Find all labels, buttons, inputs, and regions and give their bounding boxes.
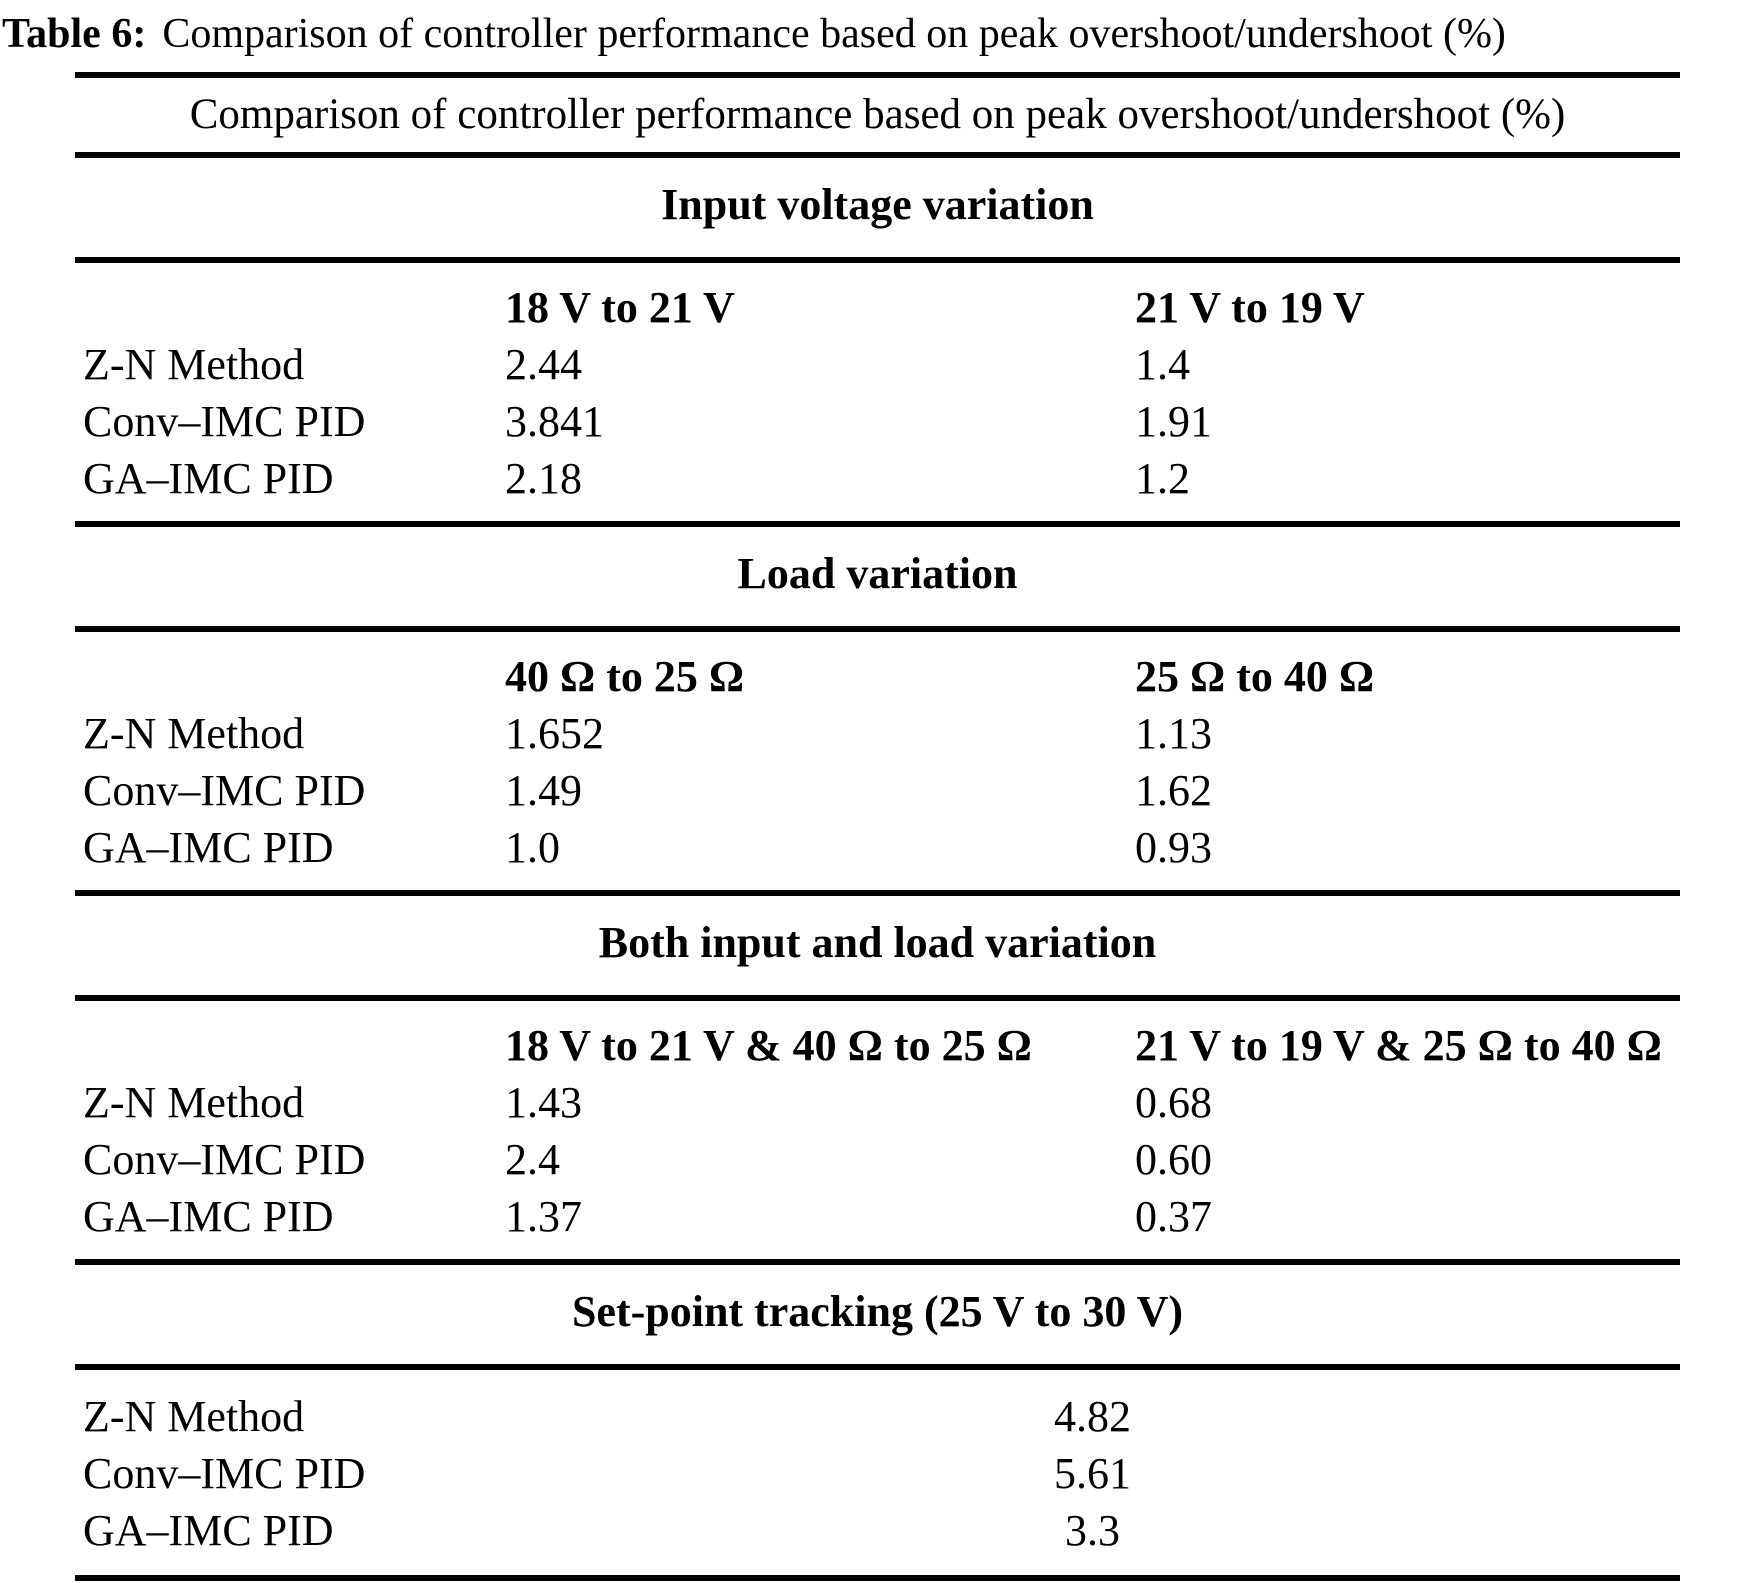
value-cell: 0.93 (1135, 823, 1212, 872)
column-header: 25 Ω to 40 Ω (1135, 652, 1375, 701)
row-label-spacer (83, 279, 505, 336)
column-header-row: 18 V to 21 V 21 V to 19 V (83, 279, 1680, 336)
value-cell: 1.91 (1135, 397, 1212, 446)
value-cell: 1.652 (505, 709, 604, 758)
table-rule (75, 626, 1680, 632)
column-header: 18 V to 21 V (505, 283, 735, 332)
row-label: Conv–IMC PID (83, 1449, 366, 1498)
value-cell: 1.49 (505, 766, 582, 815)
value-cell: 0.68 (1135, 1078, 1212, 1127)
row-label: Z-N Method (83, 709, 305, 758)
table-rule (75, 257, 1680, 263)
value-cell: 1.43 (505, 1078, 582, 1127)
table-row: Z-N Method 4.82 (83, 1388, 1680, 1445)
section-body-input-voltage: 18 V to 21 V 21 V to 19 V Z-N Method 2.4… (75, 263, 1680, 521)
section-heading-input-voltage: Input voltage variation (661, 180, 1094, 229)
row-label: Z-N Method (83, 340, 305, 389)
table-rule (75, 152, 1680, 158)
table-rule (75, 1364, 1680, 1370)
row-label: GA–IMC PID (83, 1506, 334, 1555)
value-cell: 5.61 (1054, 1449, 1131, 1498)
table-row: GA–IMC PID 2.18 1.2 (83, 450, 1680, 507)
section-body-both: 18 V to 21 V & 40 Ω to 25 Ω 21 V to 19 V… (75, 1001, 1680, 1259)
row-label: Conv–IMC PID (83, 397, 366, 446)
table-row: GA–IMC PID 1.0 0.93 (83, 819, 1680, 876)
table-rule (75, 521, 1680, 527)
table-rule (75, 995, 1680, 1001)
section-heading-both: Both input and load variation (598, 918, 1157, 967)
row-label: GA–IMC PID (83, 823, 334, 872)
column-header-row: 40 Ω to 25 Ω 25 Ω to 40 Ω (83, 648, 1680, 705)
table-caption: Table 6: Comparison of controller perform… (0, 0, 1750, 62)
column-header: 21 V to 19 V & 25 Ω to 40 Ω (1135, 1021, 1662, 1070)
table-caption-label: Table 6: (2, 11, 147, 57)
value-cell: 1.62 (1135, 766, 1212, 815)
table-row: Conv–IMC PID 2.4 0.60 (83, 1131, 1680, 1188)
row-label: Z-N Method (83, 1392, 305, 1441)
row-label-spacer (83, 1017, 505, 1074)
table-rule (75, 890, 1680, 896)
table-row: Z-N Method 1.652 1.13 (83, 705, 1680, 762)
row-label: GA–IMC PID (83, 454, 334, 503)
section-heading-load: Load variation (737, 549, 1018, 598)
value-cell: 3.3 (1065, 1506, 1120, 1555)
section-body-load: 40 Ω to 25 Ω 25 Ω to 40 Ω Z-N Method 1.6… (75, 632, 1680, 890)
row-label-spacer (83, 648, 505, 705)
table-row: Conv–IMC PID 5.61 (83, 1445, 1680, 1502)
value-cell: 1.0 (505, 823, 560, 872)
row-label: Conv–IMC PID (83, 1135, 366, 1184)
row-label: Conv–IMC PID (83, 766, 366, 815)
value-cell: 2.4 (505, 1135, 560, 1184)
table-title: Comparison of controller performance bas… (189, 91, 1566, 138)
value-cell: 0.37 (1135, 1192, 1212, 1241)
table-row: Z-N Method 1.43 0.68 (83, 1074, 1680, 1131)
table-row: GA–IMC PID 1.37 0.37 (83, 1188, 1680, 1245)
column-header: 18 V to 21 V & 40 Ω to 25 Ω (505, 1021, 1032, 1070)
value-cell: 1.2 (1135, 454, 1190, 503)
section-heading-setpoint: Set-point tracking (25 V to 30 V) (571, 1287, 1184, 1336)
value-cell: 1.13 (1135, 709, 1212, 758)
table-bottom-rule (75, 1575, 1680, 1581)
table-row: GA–IMC PID 3.3 (83, 1502, 1680, 1559)
table-row: Conv–IMC PID 3.841 1.91 (83, 393, 1680, 450)
column-header-row: 18 V to 21 V & 40 Ω to 25 Ω 21 V to 19 V… (83, 1017, 1680, 1074)
column-header: 21 V to 19 V (1135, 283, 1365, 332)
value-cell: 1.4 (1135, 340, 1190, 389)
column-header: 40 Ω to 25 Ω (505, 652, 745, 701)
value-cell: 3.841 (505, 397, 604, 446)
section-body-setpoint: Z-N Method 4.82 Conv–IMC PID 5.61 GA–IMC… (75, 1370, 1680, 1575)
table: Comparison of controller performance bas… (75, 72, 1680, 1581)
table-top-rule (75, 72, 1680, 78)
table-row: Z-N Method 2.44 1.4 (83, 336, 1680, 393)
row-label: Z-N Method (83, 1078, 305, 1127)
table-row: Conv–IMC PID 1.49 1.62 (83, 762, 1680, 819)
table-rule (75, 1259, 1680, 1265)
row-label: GA–IMC PID (83, 1192, 334, 1241)
value-cell: 0.60 (1135, 1135, 1212, 1184)
table-caption-text: Comparison of controller performance bas… (162, 11, 1506, 57)
value-cell: 2.18 (505, 454, 582, 503)
value-cell: 2.44 (505, 340, 582, 389)
value-cell: 4.82 (1054, 1392, 1131, 1441)
value-cell: 1.37 (505, 1192, 582, 1241)
